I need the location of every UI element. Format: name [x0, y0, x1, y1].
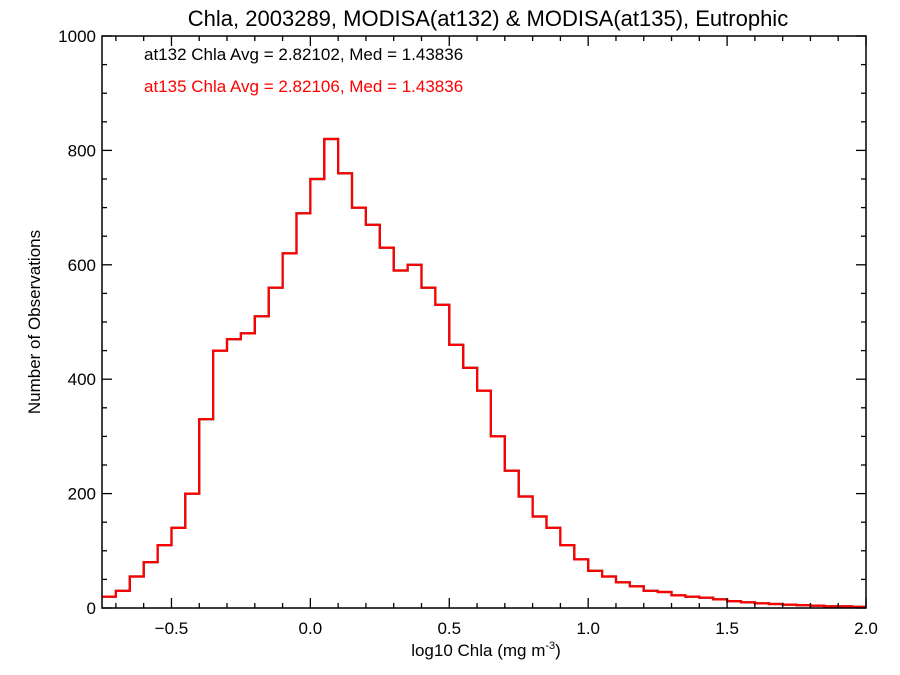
x-axis-label-main: log10 Chla (mg m [411, 641, 545, 660]
x-tick-label: 1.0 [576, 619, 600, 638]
y-tick-label: 0 [87, 599, 96, 618]
y-axis-label: Number of Observations [25, 230, 44, 414]
annotation-at135: at135 Chla Avg = 2.82106, Med = 1.43836 [144, 77, 463, 96]
x-axis-label-superscript: -3 [545, 640, 555, 652]
y-tick-label: 600 [68, 256, 96, 275]
y-tick-label: 1000 [58, 27, 96, 46]
y-tick-label: 200 [68, 485, 96, 504]
x-tick-label: 2.0 [854, 619, 878, 638]
chart-title: Chla, 2003289, MODISA(at132) & MODISA(at… [188, 6, 788, 31]
x-tick-label: 0.0 [299, 619, 323, 638]
series-1-step-line [102, 137, 866, 608]
plot-frame [101, 35, 867, 609]
y-tick-label: 800 [68, 141, 96, 160]
x-axis-label: log10 Chla (mg m-3) [411, 640, 561, 660]
y-tick-label: 400 [68, 370, 96, 389]
ticks-layer: −0.5 0.0 0.5 1.0 1.5 2.0 0 200 400 600 800 1000 [58, 27, 878, 638]
series-layer [102, 137, 866, 608]
x-tick-label: −0.5 [155, 619, 189, 638]
x-tick-label: 0.5 [437, 619, 461, 638]
x-tick-label: 1.5 [715, 619, 739, 638]
annotation-at132: at132 Chla Avg = 2.82102, Med = 1.43836 [144, 45, 463, 64]
series-0-step-line [102, 137, 866, 608]
x-axis-label-close: ) [555, 641, 561, 660]
